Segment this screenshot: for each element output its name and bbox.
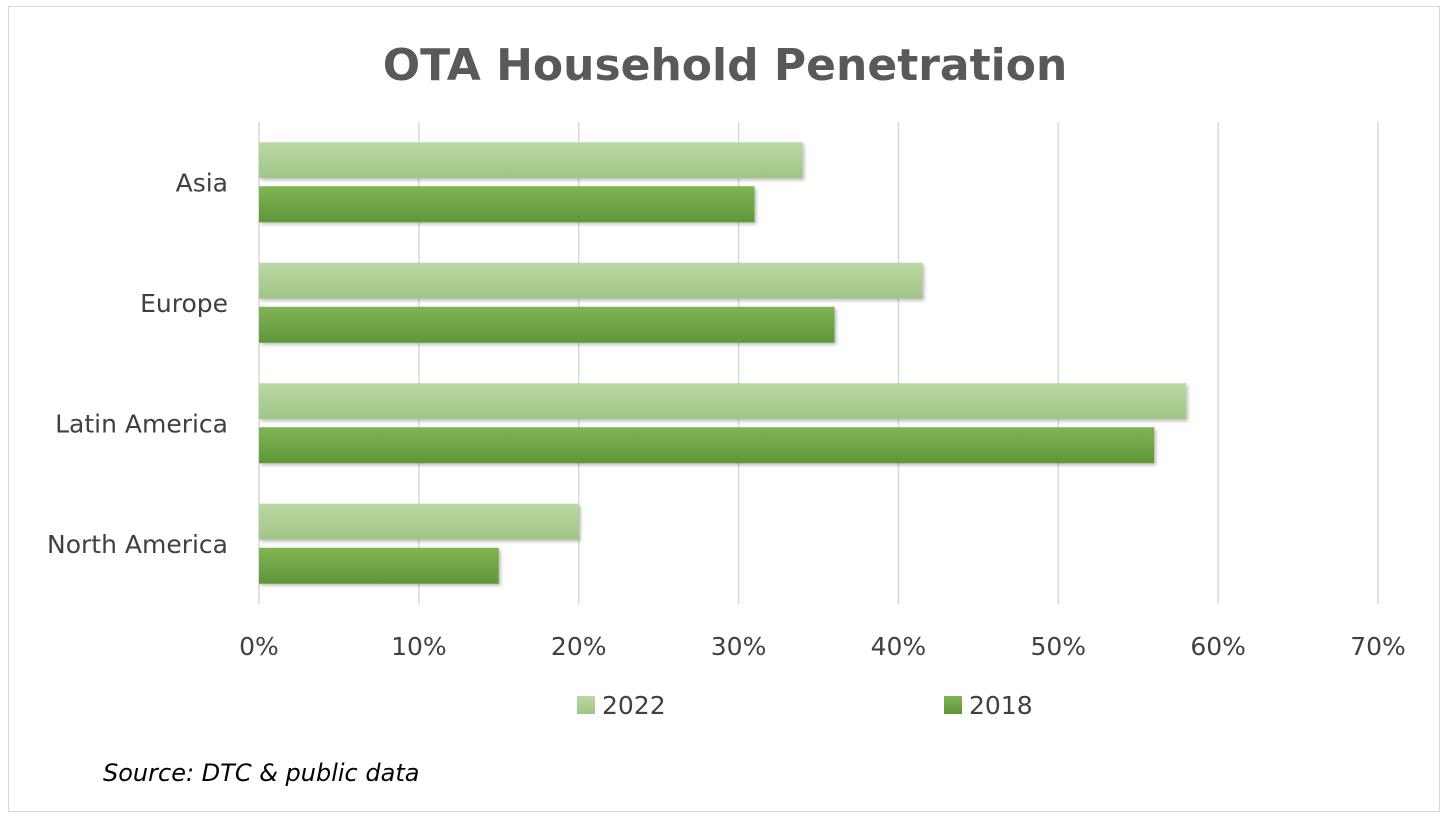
bar-2022-asia	[259, 142, 803, 179]
source-note: Source: DTC & public data	[103, 759, 419, 787]
category-label: Asia	[176, 168, 228, 197]
x-tick-label: 30%	[711, 632, 767, 661]
legend-swatch-2018	[944, 696, 962, 714]
bar-2018-europe	[259, 306, 835, 343]
bar-2022-north-america	[259, 503, 579, 540]
x-tick-label: 20%	[551, 632, 607, 661]
legend-swatch-2022	[577, 696, 595, 714]
bar-2018-asia	[259, 186, 755, 223]
bar-2018-latin-america	[259, 427, 1155, 464]
category-label: Latin America	[55, 409, 228, 438]
legend-label-2018: 2018	[969, 691, 1033, 720]
bar-2018-north-america	[259, 547, 499, 584]
x-tick-label: 40%	[871, 632, 927, 661]
x-tick-label: 0%	[239, 632, 279, 661]
bar-2022-europe	[259, 262, 923, 299]
category-label: North America	[47, 530, 228, 559]
category-label: Europe	[140, 289, 228, 318]
x-tick-label: 60%	[1190, 632, 1246, 661]
legend-label-2022: 2022	[602, 691, 666, 720]
x-tick-label: 10%	[391, 632, 447, 661]
bar-2022-latin-america	[259, 383, 1187, 420]
x-axis-tick-labels: 0% 10% 20% 30% 40% 50% 60% 70%	[239, 632, 1406, 661]
x-tick-label: 70%	[1350, 632, 1406, 661]
chart-title: OTA Household Penetration	[383, 40, 1068, 91]
bars	[259, 142, 1187, 584]
legend: 2022 2018	[577, 691, 1033, 720]
category-labels: Asia Europe Latin America North America	[47, 168, 228, 559]
x-tick-label: 50%	[1030, 632, 1086, 661]
